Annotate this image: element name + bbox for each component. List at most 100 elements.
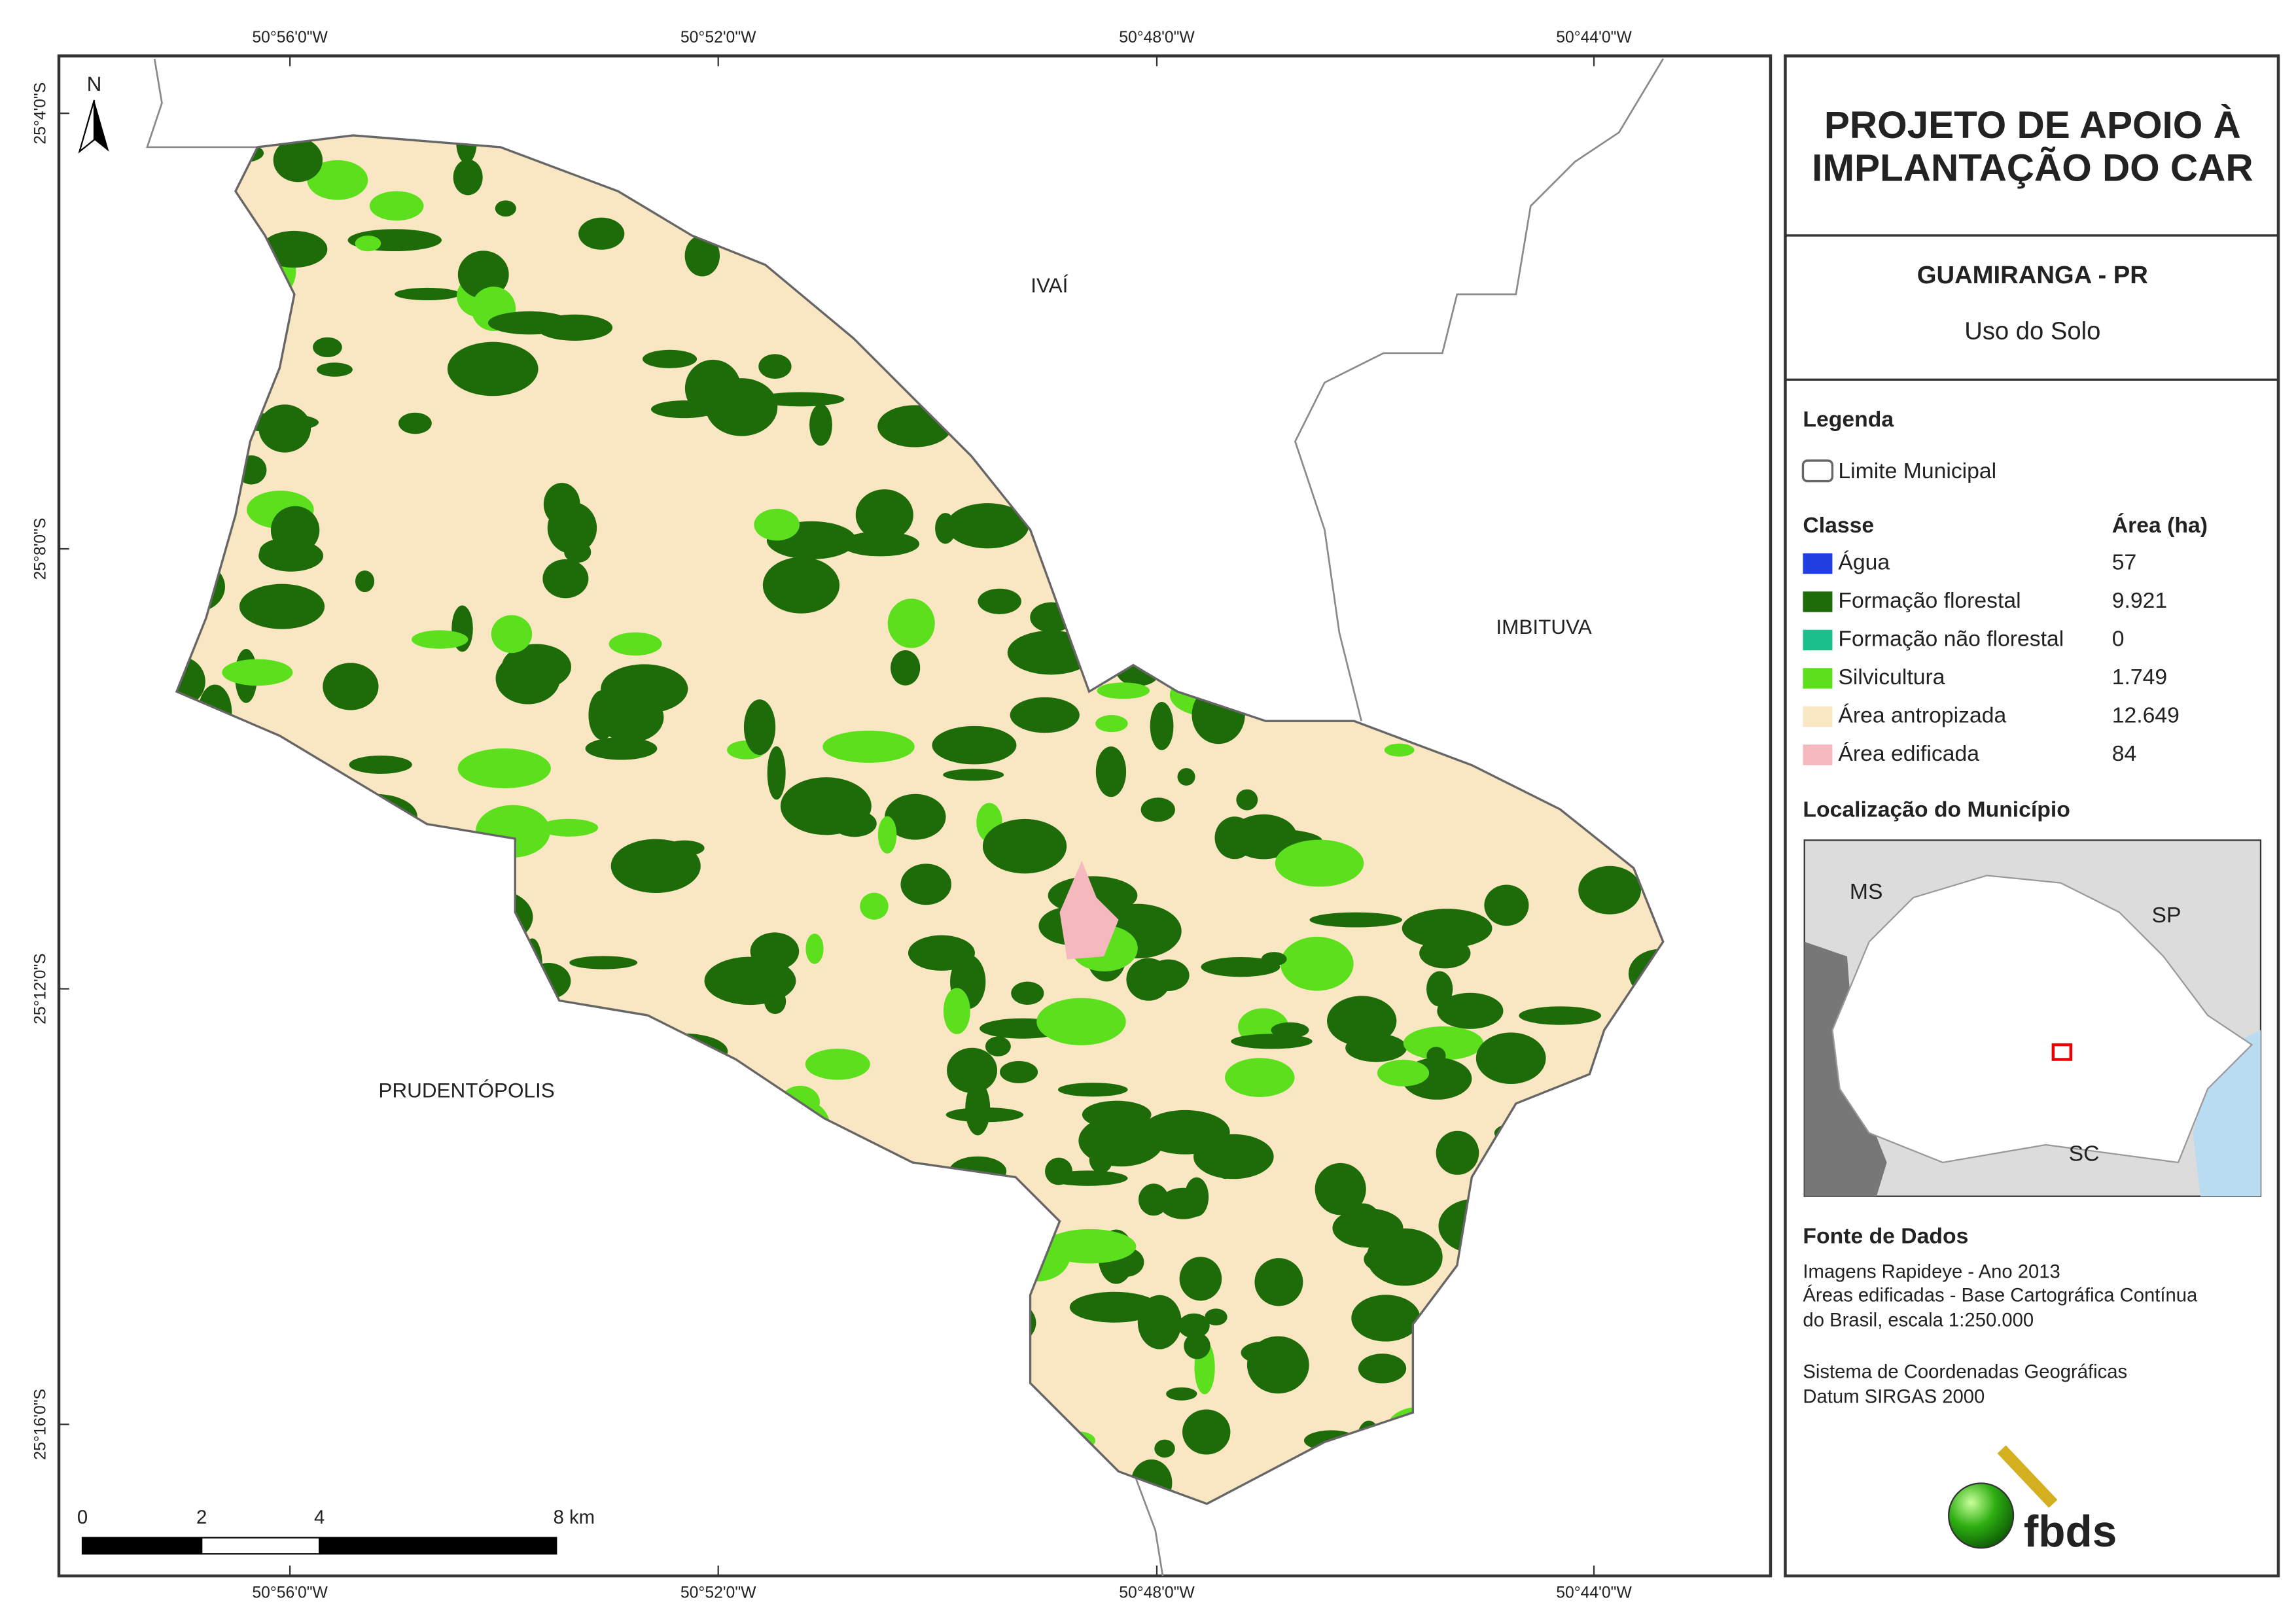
place-label: IVAÍ — [1031, 273, 1068, 297]
legend-heading: Legenda — [1803, 407, 1894, 432]
forest-patch — [495, 200, 516, 217]
forest-patch — [1351, 1295, 1421, 1342]
forest-patch — [985, 1036, 1011, 1056]
silviculture-patch — [222, 659, 293, 686]
panel-frame — [1784, 54, 2280, 1578]
subtitle: Uso do Solo — [1964, 317, 2100, 345]
inset-label: SC — [2069, 1142, 2100, 1166]
coordinate-label: 50°48'0"W — [1119, 1584, 1195, 1602]
sources-line: Imagens Rapideye - Ano 2013 — [1803, 1261, 2060, 1282]
legend-swatch — [1803, 744, 1833, 765]
forest-patch — [809, 404, 832, 446]
scale-label: 2 — [196, 1507, 207, 1528]
silviculture-patch — [1377, 1059, 1430, 1087]
forest-patch — [1426, 971, 1453, 1007]
forest-patch — [764, 988, 786, 1015]
forest-patch — [1309, 912, 1403, 928]
silviculture-patch — [877, 816, 897, 854]
coordinate-label: 50°56'0"W — [252, 1584, 328, 1602]
forest-patch — [1126, 958, 1171, 1001]
forest-patch — [1358, 1353, 1407, 1384]
forest-patch — [947, 1047, 998, 1093]
forest-patch — [982, 818, 1067, 874]
forest-patch — [1578, 865, 1642, 915]
scale-segment — [201, 1537, 321, 1555]
forest-patch — [1437, 992, 1504, 1029]
sources-line: Datum SIRGAS 2000 — [1803, 1387, 1985, 1408]
forest-patch — [457, 251, 509, 299]
location-heading: Localização do Município — [1803, 797, 2070, 822]
north-label: N — [87, 72, 102, 96]
legend-label: Área edificada — [1838, 741, 1979, 766]
forest-patch — [1154, 1439, 1175, 1458]
legend-label: Água — [1838, 550, 1890, 574]
legend-label: Limite Municipal — [1838, 459, 1996, 483]
legend-value: 57 — [2112, 550, 2137, 574]
forest-patch — [317, 362, 353, 377]
logo-text: fbds — [2024, 1507, 2117, 1556]
logo-ball — [1948, 1482, 2015, 1549]
legend-label: Formação florestal — [1838, 588, 2021, 613]
forest-patch — [323, 663, 379, 710]
forest-patch — [1475, 1032, 1546, 1084]
forest-patch — [273, 138, 323, 183]
forest-patch — [885, 794, 946, 840]
forest-patch — [1246, 1336, 1309, 1394]
forest-patch — [239, 584, 325, 629]
coordinate-label: 50°56'0"W — [252, 29, 328, 46]
forest-patch — [908, 935, 975, 971]
forest-patch — [487, 311, 571, 335]
forest-patch — [1193, 1134, 1274, 1179]
forest-patch — [642, 349, 698, 368]
legend-swatch — [1803, 553, 1833, 574]
place-label: IMBITUVA — [1496, 615, 1591, 638]
silviculture-patch — [307, 160, 368, 200]
forest-patch — [547, 502, 597, 554]
forest-patch — [750, 932, 800, 971]
forest-patch — [1000, 1060, 1038, 1083]
forest-patch — [1184, 1333, 1210, 1359]
coordinate-label: 25°12'0"S — [32, 953, 50, 1024]
forest-patch — [569, 956, 638, 969]
forest-patch — [610, 839, 701, 894]
legend-value: 12.649 — [2112, 703, 2180, 727]
municipality: GUAMIRANGA - PR — [1917, 261, 2148, 289]
forest-patch — [705, 378, 778, 436]
forest-patch — [542, 559, 589, 599]
legend-label: Silvicultura — [1838, 665, 1945, 689]
silviculture-patch — [1384, 743, 1415, 757]
legend-value: 84 — [2112, 741, 2137, 766]
forest-patch — [1184, 1177, 1209, 1217]
silviculture-patch — [805, 934, 824, 964]
silviculture-patch — [1036, 998, 1126, 1045]
legend-swatch — [1803, 706, 1833, 727]
title: IMPLANTAÇÃO DO CAR — [1812, 146, 2253, 189]
forest-patch — [946, 503, 1029, 549]
forest-patch — [1082, 1100, 1152, 1129]
forest-patch — [762, 557, 840, 614]
forest-patch — [684, 235, 720, 277]
forest-patch — [757, 392, 845, 407]
coordinate-label: 25°16'0"S — [32, 1389, 50, 1460]
legend-value: 0 — [2112, 626, 2125, 651]
forest-patch — [398, 412, 432, 434]
coordinate-label: 50°44'0"W — [1556, 1584, 1632, 1602]
silviculture-patch — [1280, 936, 1354, 991]
forest-patch — [259, 538, 306, 566]
forest-patch — [855, 489, 913, 541]
silviculture-patch — [1403, 1026, 1484, 1060]
forest-patch — [395, 287, 461, 301]
silviculture-patch — [754, 508, 800, 541]
forest-patch — [313, 337, 342, 358]
forest-patch — [1327, 996, 1397, 1046]
coordinate-label: 50°44'0"W — [1556, 29, 1632, 46]
legend-header: Área (ha) — [2112, 513, 2208, 538]
boundary-swatch — [1801, 459, 1834, 483]
legend-value: 9.921 — [2112, 588, 2167, 613]
silviculture-patch — [1044, 1229, 1137, 1264]
silviculture-patch — [1225, 1058, 1295, 1097]
forest-patch — [1069, 1291, 1159, 1323]
forest-patch — [1315, 1162, 1366, 1215]
forest-patch — [453, 159, 483, 196]
